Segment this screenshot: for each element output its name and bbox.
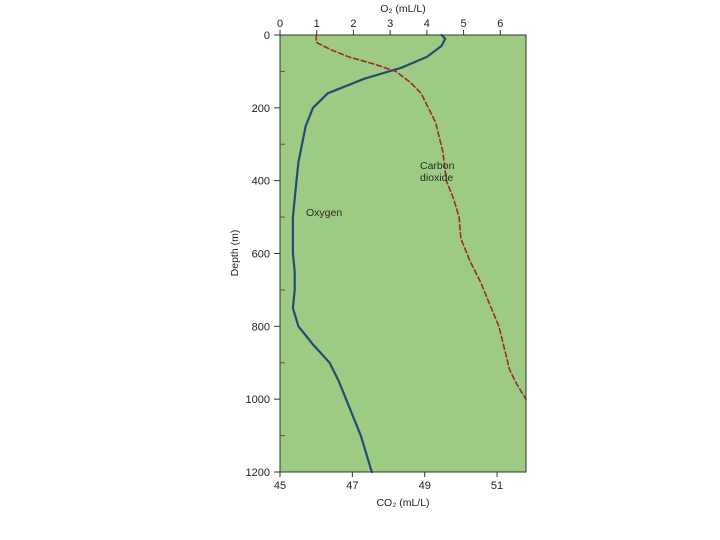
chart-marks [291,33,527,474]
y-tick-label: 200 [252,103,270,115]
y-tick-label: 1000 [246,394,270,406]
carbon-dioxide-line [315,34,527,400]
top-tick-label: 1 [314,18,320,30]
top-tick-label: 2 [350,18,356,30]
bottom-axis-title: CO₂ (mL/L) [376,497,429,509]
plot-background [280,35,526,472]
top-tick-label: 0 [277,18,283,30]
carbon-dioxide-label-line1: Carbon [420,160,455,172]
y-axis-title: Depth (m) [229,230,241,277]
y-tick-label: 0 [264,30,270,42]
bottom-tick-label: 47 [346,480,358,492]
oxygen-label: Oxygen [306,207,342,219]
oxygen-line [291,33,447,474]
carbon-dioxide-label-line2: dioxide [420,172,453,184]
bottom-tick-label: 51 [491,480,503,492]
top-tick-label: 4 [424,18,430,30]
y-tick-label: 1200 [246,467,270,479]
y-tick-label: 800 [252,321,270,333]
top-tick-label: 3 [387,18,393,30]
bottom-tick-label: 45 [274,480,286,492]
bottom-tick-label: 49 [419,480,431,492]
top-axis-title: O₂ (mL/L) [380,3,426,15]
y-tick-label: 400 [252,176,270,188]
top-tick-label: 5 [461,18,467,30]
top-tick-label: 6 [497,18,503,30]
y-tick-label: 600 [252,249,270,261]
